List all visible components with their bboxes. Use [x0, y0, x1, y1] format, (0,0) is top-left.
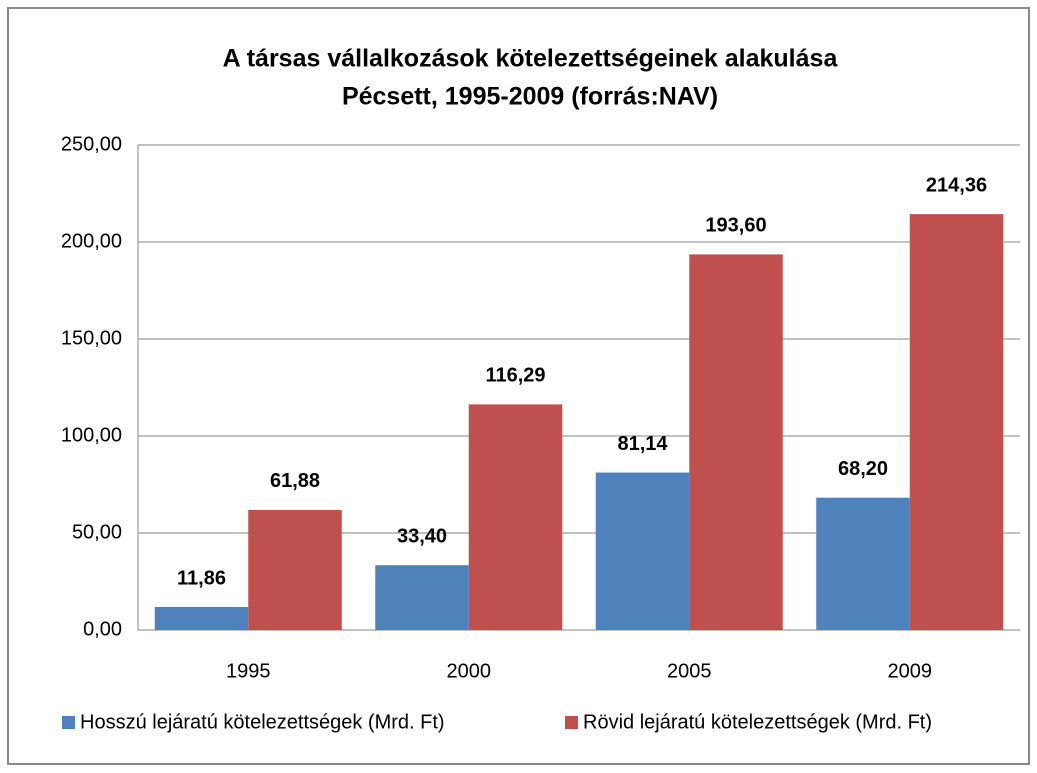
chart-frame [7, 7, 1030, 765]
x-tick-label: 2009 [888, 660, 933, 682]
y-tick-label: 100,00 [61, 424, 122, 446]
data-label: 61,88 [270, 470, 320, 492]
legend-label: Hosszú lejáratú kötelezettségek (Mrd. Ft… [80, 711, 445, 733]
y-tick-label: 0,00 [83, 618, 122, 640]
bar [468, 404, 563, 630]
chart-title: Pécsett, 1995-2009 (forrás:NAV) [342, 83, 718, 111]
y-tick-label: 250,00 [61, 133, 122, 155]
bar [375, 565, 469, 630]
data-label: 68,20 [838, 458, 888, 480]
bar [909, 214, 1004, 630]
data-label: 214,36 [926, 174, 987, 196]
bar [248, 509, 342, 630]
data-label: 81,14 [617, 433, 668, 455]
data-label: 193,60 [705, 215, 766, 237]
data-label: 33,40 [397, 525, 447, 547]
x-tick-label: 2000 [447, 660, 492, 682]
y-tick-label: 200,00 [61, 230, 122, 252]
bar [595, 472, 690, 630]
legend-swatch [565, 716, 578, 729]
bar [816, 497, 910, 630]
x-tick-label: 1995 [226, 660, 271, 682]
data-label: 11,86 [177, 567, 226, 589]
bar [154, 606, 249, 630]
bar [689, 254, 783, 630]
y-tick-label: 150,00 [61, 327, 122, 349]
x-tick-label: 2005 [667, 660, 712, 682]
legend-label: Rövid lejáratú kötelezettségek (Mrd. Ft) [583, 711, 932, 733]
legend-swatch [62, 716, 75, 729]
chart-title: A társas vállalkozások kötelezettségeine… [223, 45, 839, 73]
y-tick-label: 50,00 [72, 521, 122, 543]
data-label: 116,29 [485, 365, 545, 387]
